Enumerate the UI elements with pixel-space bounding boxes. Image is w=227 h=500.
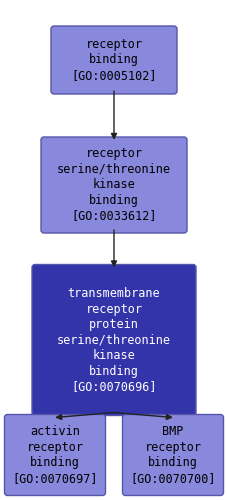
Text: receptor
binding
[GO:0005102]: receptor binding [GO:0005102]	[71, 38, 156, 82]
FancyBboxPatch shape	[5, 414, 105, 496]
FancyBboxPatch shape	[122, 414, 222, 496]
FancyBboxPatch shape	[41, 137, 186, 233]
FancyBboxPatch shape	[51, 26, 176, 94]
Text: activin
receptor
binding
[GO:0070697]: activin receptor binding [GO:0070697]	[12, 425, 97, 485]
Text: receptor
serine/threonine
kinase
binding
[GO:0033612]: receptor serine/threonine kinase binding…	[57, 148, 170, 222]
Text: transmembrane
receptor
protein
serine/threonine
kinase
binding
[GO:0070696]: transmembrane receptor protein serine/th…	[57, 287, 170, 393]
FancyBboxPatch shape	[32, 264, 195, 416]
Text: BMP
receptor
binding
[GO:0070700]: BMP receptor binding [GO:0070700]	[130, 425, 215, 485]
